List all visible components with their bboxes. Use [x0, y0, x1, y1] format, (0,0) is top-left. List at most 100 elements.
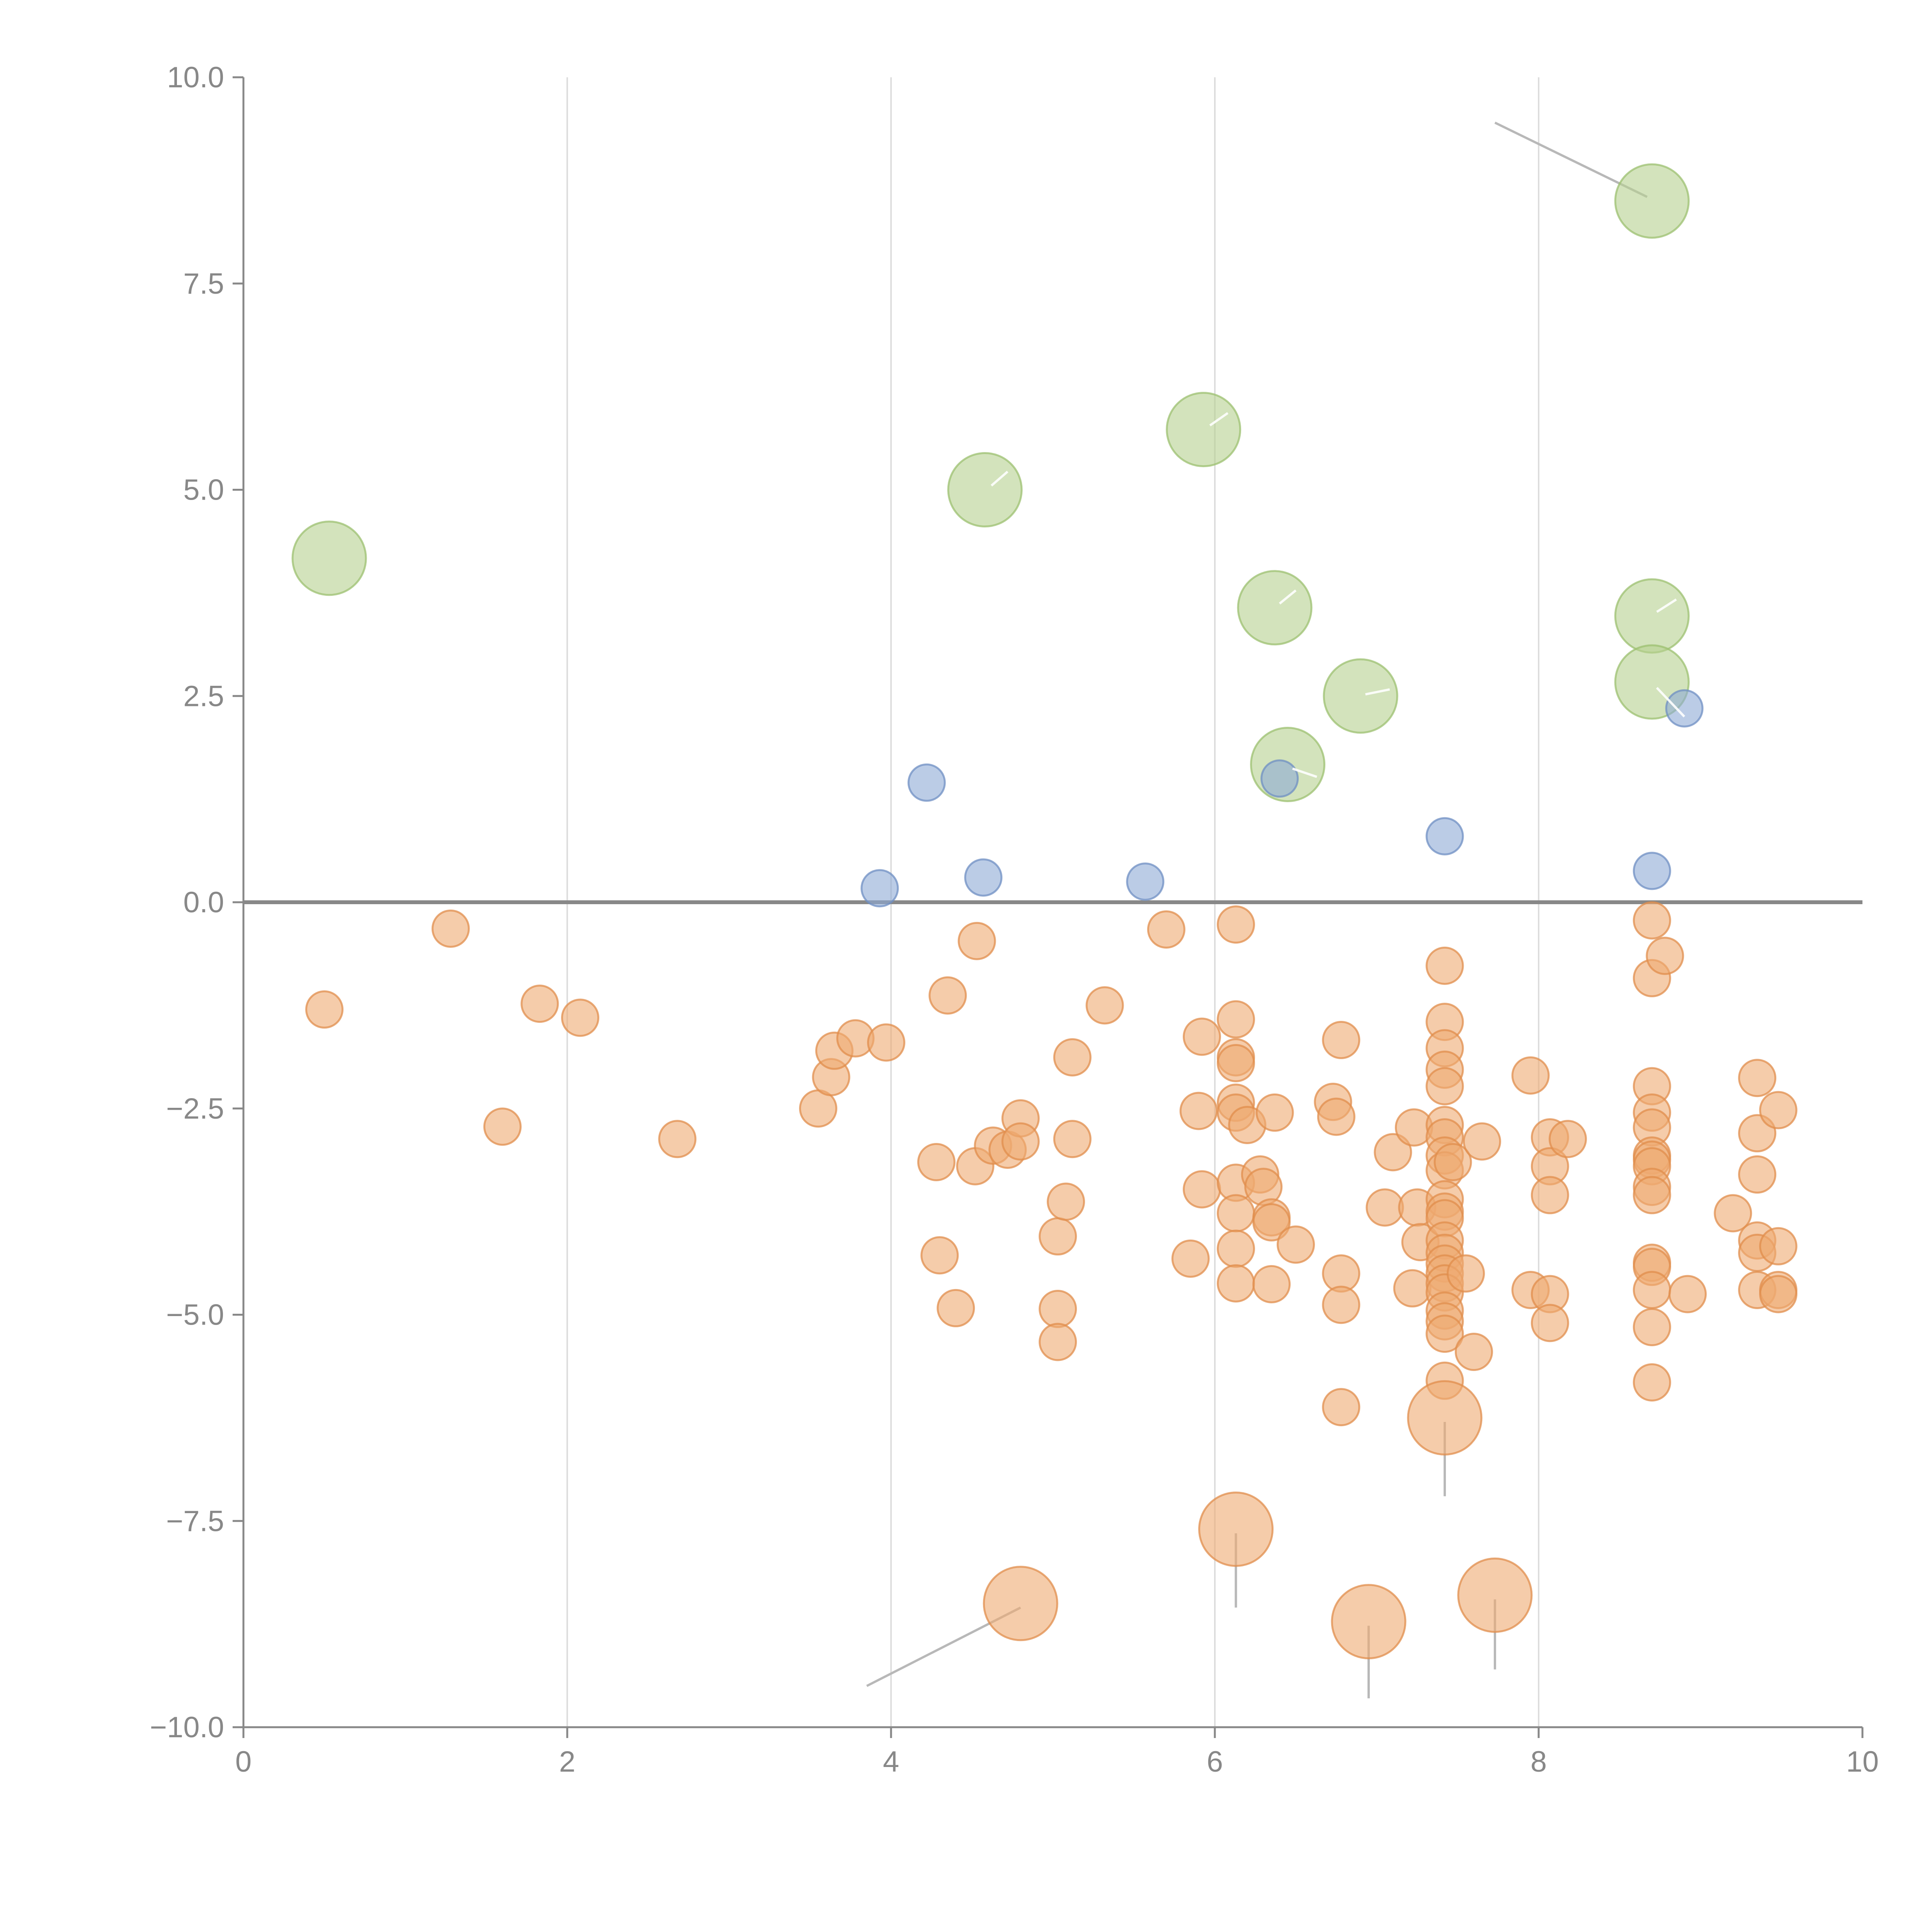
data-point: [1331, 1584, 1406, 1660]
data-point: [1457, 1557, 1533, 1633]
data-point: [1216, 1194, 1255, 1233]
data-point: [1039, 1290, 1077, 1328]
y-tick-label: −7.5: [166, 1505, 224, 1537]
y-tick-label: 10.0: [167, 61, 224, 94]
data-point: [1252, 1203, 1291, 1242]
data-point: [1216, 1000, 1255, 1039]
data-point: [291, 520, 367, 596]
data-point: [1738, 1155, 1777, 1194]
data-point: [964, 858, 1003, 897]
data-point: [1668, 1275, 1707, 1313]
data-point: [1001, 1122, 1040, 1161]
data-point: [1548, 1120, 1587, 1158]
data-point: [1322, 1388, 1361, 1427]
data-point: [520, 985, 559, 1023]
data-point: [1053, 1120, 1092, 1158]
data-point: [1407, 1380, 1483, 1456]
data-point: [1126, 862, 1165, 901]
data-point: [1322, 1286, 1361, 1324]
data-point: [1531, 1304, 1569, 1342]
data-point: [1039, 1217, 1077, 1256]
data-point: [1374, 1133, 1412, 1172]
x-tick-label: 2: [559, 1745, 575, 1778]
data-point: [1665, 689, 1704, 728]
y-tick-label: −2.5: [166, 1092, 224, 1125]
data-point: [1614, 163, 1690, 239]
data-point: [947, 452, 1023, 527]
point-layer: [291, 163, 1798, 1660]
data-point: [907, 763, 946, 802]
data-point: [1323, 658, 1398, 734]
x-tick-label: 0: [235, 1745, 252, 1778]
data-point: [305, 990, 344, 1029]
series-small-negative: [305, 901, 1798, 1427]
data-point: [929, 976, 967, 1015]
data-point: [1252, 1265, 1291, 1304]
y-tick-label: 5.0: [183, 474, 224, 507]
data-point: [1714, 1194, 1752, 1233]
data-point: [1085, 986, 1124, 1025]
data-point: [1255, 1093, 1294, 1132]
y-tick-label: −5.0: [166, 1299, 224, 1332]
x-tick-label: 8: [1531, 1745, 1547, 1778]
data-point: [658, 1120, 697, 1158]
annotation-leader-line-overlay: [1656, 598, 1677, 613]
data-point: [1614, 578, 1690, 654]
data-point: [1454, 1333, 1493, 1371]
data-point: [1216, 1264, 1255, 1303]
data-point: [1237, 570, 1313, 646]
data-point: [1053, 1038, 1092, 1077]
x-tick-label: 4: [883, 1745, 899, 1778]
data-point: [1633, 1308, 1671, 1347]
annotation-leader-line-overlay: [1292, 767, 1317, 778]
series-large-positive: [291, 163, 1690, 802]
data-point: [867, 1023, 905, 1062]
data-point: [1633, 852, 1671, 890]
data-point: [1260, 759, 1299, 798]
data-point: [1646, 937, 1684, 975]
x-tick-label: 10: [1846, 1745, 1879, 1778]
data-point: [561, 998, 600, 1037]
x-tick-label: 6: [1207, 1745, 1223, 1778]
y-tick-label: 2.5: [183, 680, 224, 713]
data-point: [1531, 1176, 1569, 1214]
y-tick-label: −10.0: [150, 1711, 224, 1744]
data-point: [1633, 1270, 1671, 1309]
data-point: [1759, 1091, 1798, 1129]
y-tick-label: 7.5: [183, 267, 224, 300]
data-point: [917, 1143, 956, 1182]
data-point: [957, 922, 996, 960]
data-point: [1425, 1315, 1464, 1353]
data-point: [1759, 1275, 1798, 1313]
data-point: [920, 1236, 959, 1275]
data-point: [1511, 1056, 1550, 1095]
data-point: [1366, 1188, 1404, 1227]
data-point: [1179, 1092, 1218, 1130]
annotation-leader-line-overlay: [1656, 687, 1685, 718]
data-point: [1147, 910, 1185, 949]
data-point: [1216, 1044, 1255, 1082]
data-point: [1317, 1097, 1355, 1136]
data-point: [983, 1566, 1058, 1641]
data-point: [1198, 1492, 1274, 1567]
data-point: [1425, 946, 1464, 985]
annotation-leader-layer: [866, 121, 1685, 1699]
data-point: [937, 1289, 975, 1327]
data-point: [1393, 1269, 1432, 1308]
series-large-negative: [983, 1380, 1533, 1660]
data-point: [431, 909, 470, 948]
data-point: [1759, 1227, 1798, 1265]
data-point: [1182, 1170, 1221, 1209]
data-point: [1047, 1182, 1085, 1221]
annotation-leader-line-overlay: [990, 471, 1009, 487]
data-point: [1738, 1059, 1777, 1097]
data-point: [1463, 1122, 1501, 1161]
annotation-leader-line-overlay: [1209, 412, 1229, 427]
data-point: [1434, 1143, 1472, 1182]
data-point: [1039, 1323, 1077, 1361]
data-point: [1277, 1225, 1315, 1264]
data-point: [1322, 1021, 1361, 1060]
data-point: [1216, 905, 1255, 944]
axis-layer: 10.0 7.5 5.0 2.5 0.0 −2.5 −5.0 −7.5 −10.0 0 2 4 6 8 10: [150, 61, 1879, 1778]
